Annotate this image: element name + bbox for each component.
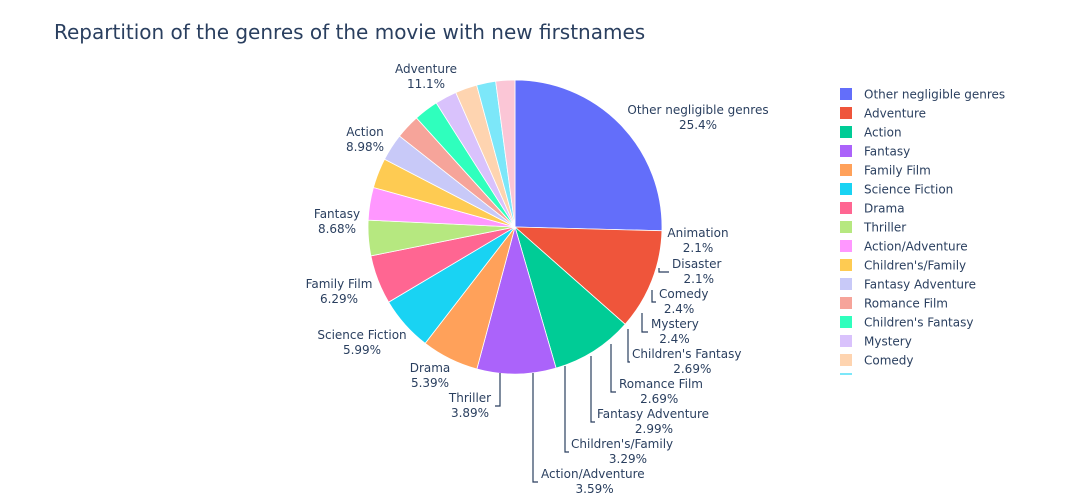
slice-label-comedy: Comedy 2.4% xyxy=(659,287,709,316)
label-leader-comedy xyxy=(651,290,656,303)
legend-label: Family Film xyxy=(864,164,931,178)
legend-label: Children's Fantasy xyxy=(864,316,973,330)
legend-swatch xyxy=(840,145,852,157)
legend-label: Adventure xyxy=(864,107,926,121)
legend-swatch xyxy=(840,354,852,366)
label-leader-action-adventure xyxy=(532,373,538,483)
legend-item-action[interactable]: Action xyxy=(840,126,902,140)
legend-item-comedy[interactable]: Comedy xyxy=(840,354,914,368)
legend-item-children-s-family[interactable]: Children's/Family xyxy=(840,259,966,273)
slice-label-animation: Animation 2.1% xyxy=(667,226,728,255)
pie-slices xyxy=(367,79,663,375)
legend-swatch xyxy=(840,126,852,138)
legend-overflow-hint xyxy=(840,373,852,375)
legend-label: Children's/Family xyxy=(864,259,966,273)
legend-item-children-s-fantasy[interactable]: Children's Fantasy xyxy=(840,316,973,330)
legend-label: Action xyxy=(864,126,902,140)
slice-label-disaster: Disaster 2.1% xyxy=(672,257,722,286)
pie-slice-other-negligible-genres[interactable] xyxy=(514,79,663,232)
slice-label-action-adventure: Action/Adventure 3.59% xyxy=(541,467,645,496)
slice-label-other-negligible-genres: Other negligible genres 25.4% xyxy=(627,103,768,132)
legend-item-mystery[interactable]: Mystery xyxy=(840,335,912,349)
slice-label-fantasy-adventure: Fantasy Adventure 2.99% xyxy=(597,407,709,436)
legend-swatch xyxy=(840,164,852,176)
legend-item-drama[interactable]: Drama xyxy=(840,202,905,216)
slice-label-mystery: Mystery 2.4% xyxy=(651,317,699,346)
legend-item-family-film[interactable]: Family Film xyxy=(840,164,931,178)
legend-label: Comedy xyxy=(864,354,914,368)
slice-label-romance-film: Romance Film 2.69% xyxy=(619,377,703,406)
slice-label-children-s-family: Children's/Family 3.29% xyxy=(571,437,673,466)
legend-item-other-negligible-genres[interactable]: Other negligible genres xyxy=(840,88,1005,102)
legend-label: Mystery xyxy=(864,335,912,349)
legend-swatch xyxy=(840,221,852,233)
slice-label-adventure: Adventure 11.1% xyxy=(395,62,457,91)
slice-label-science-fiction: Science Fiction 5.99% xyxy=(317,328,406,357)
label-leader-children-s-family xyxy=(564,366,569,453)
legend-label: Romance Film xyxy=(864,297,948,311)
legend-label: Action/Adventure xyxy=(864,240,968,254)
legend-item-science-fiction[interactable]: Science Fiction xyxy=(840,183,953,197)
label-leader-thriller xyxy=(495,373,501,407)
legend-swatch xyxy=(840,88,852,100)
chart-title: Repartition of the genres of the movie w… xyxy=(54,20,646,44)
legend-swatch xyxy=(840,278,852,290)
slice-label-drama: Drama 5.39% xyxy=(410,361,451,390)
legend-item-romance-film[interactable]: Romance Film xyxy=(840,297,948,311)
legend-swatch xyxy=(840,335,852,347)
label-leader-disaster xyxy=(658,268,669,273)
legend-swatch xyxy=(840,107,852,119)
slice-label-children-s-fantasy: Children's Fantasy 2.69% xyxy=(632,347,741,376)
legend-item-action-adventure[interactable]: Action/Adventure xyxy=(840,240,968,254)
legend-label: Thriller xyxy=(863,221,906,235)
legend-swatch xyxy=(840,240,852,252)
legend-label: Fantasy xyxy=(864,145,910,159)
legend-label: Science Fiction xyxy=(864,183,953,197)
legend-item-thriller[interactable]: Thriller xyxy=(840,221,906,235)
pie-slice-animation[interactable] xyxy=(495,79,516,228)
pie-slice-action[interactable] xyxy=(514,225,626,369)
pie-slice-adventure[interactable] xyxy=(513,226,663,325)
legend-swatch xyxy=(840,259,852,271)
legend-swatch xyxy=(840,202,852,214)
slice-label-action: Action 8.98% xyxy=(346,125,384,154)
pie-labels: Other negligible genres 25.4% Adventure 11.… xyxy=(306,62,769,496)
legend-label: Drama xyxy=(864,202,905,216)
legend-item-adventure[interactable]: Adventure xyxy=(840,107,926,121)
slice-label-family-film: Family Film 6.29% xyxy=(306,277,373,306)
legend-item-fantasy[interactable]: Fantasy xyxy=(840,145,910,159)
label-leader-children-s-fantasy xyxy=(627,329,630,363)
legend-item-fantasy-adventure[interactable]: Fantasy Adventure xyxy=(840,278,976,292)
label-leader-romance-film xyxy=(610,344,616,393)
legend-swatch xyxy=(840,297,852,309)
slice-label-fantasy: Fantasy 8.68% xyxy=(314,207,360,236)
legend[interactable]: Other negligible genres Adventure Action Fa… xyxy=(840,88,1005,376)
legend-swatch xyxy=(840,183,852,195)
slice-label-thriller: Thriller 3.89% xyxy=(448,391,491,420)
legend-label: Other negligible genres xyxy=(864,88,1005,102)
legend-swatch xyxy=(840,316,852,328)
label-leader-mystery xyxy=(641,313,648,333)
legend-label: Fantasy Adventure xyxy=(864,278,976,292)
label-leader-fantasy-adventure xyxy=(590,356,595,423)
